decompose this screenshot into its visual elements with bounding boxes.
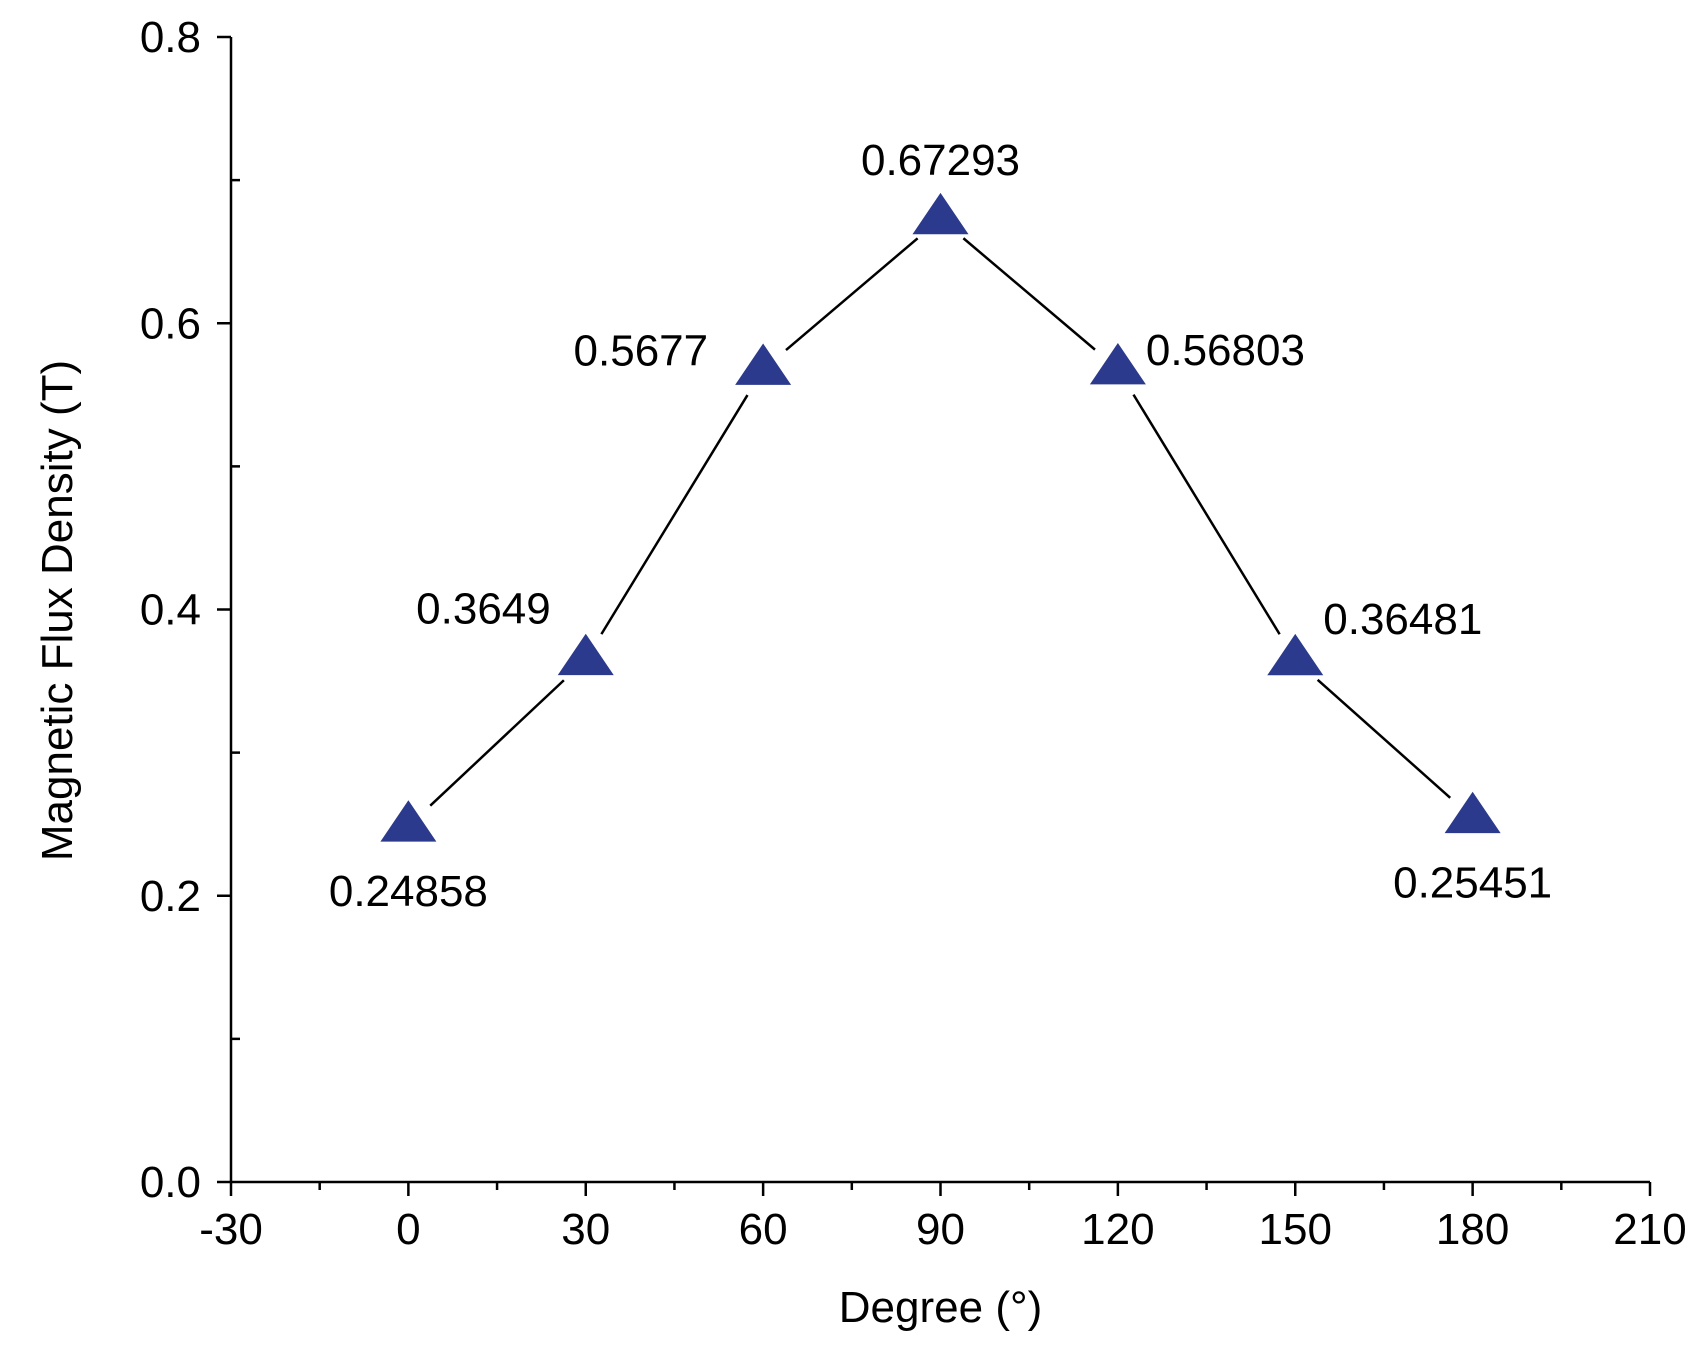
- x-axis-title: Degree (°): [839, 1283, 1042, 1332]
- x-tick-label: 150: [1259, 1205, 1332, 1254]
- triangle-marker: [1267, 633, 1324, 676]
- data-label: 0.36481: [1323, 595, 1482, 644]
- y-tick-label: 0.0: [140, 1158, 201, 1207]
- x-tick-label: 120: [1081, 1205, 1154, 1254]
- data-label-group: 0.24858 0.3649 0.5677 0.67293 0.56803 0.36481…: [329, 136, 1552, 916]
- triangle-marker: [912, 192, 969, 235]
- series-line-segment: [429, 679, 565, 807]
- data-label: 0.24858: [329, 867, 488, 916]
- y-axis-title: Magnetic Flux Density (T): [33, 360, 82, 861]
- data-label: 0.67293: [861, 136, 1020, 185]
- x-tick-label: 210: [1613, 1205, 1686, 1254]
- triangle-marker: [557, 633, 614, 676]
- data-label: 0.5677: [574, 326, 709, 375]
- x-tick-label: -30: [199, 1205, 263, 1254]
- series-line-segment: [600, 394, 749, 635]
- x-tick-label: 0: [396, 1205, 420, 1254]
- series-line-segment: [1316, 678, 1452, 799]
- x-tick-label: 90: [916, 1205, 965, 1254]
- chart-axes: -30 0 30 60 90 120 150 180 210 0.0 0.2 0.4 0.6 0.8: [140, 13, 1687, 1254]
- y-tick-label: 0.8: [140, 13, 201, 62]
- x-tick-label: 180: [1436, 1205, 1509, 1254]
- x-tick-label: 30: [561, 1205, 610, 1254]
- x-tick-label: 60: [739, 1205, 788, 1254]
- y-tick-label: 0.4: [140, 586, 201, 635]
- marker-group: [380, 192, 1501, 842]
- series-line-segment: [1132, 393, 1281, 635]
- data-label: 0.3649: [416, 585, 551, 634]
- triangle-marker: [1444, 791, 1501, 834]
- series-line-segment: [962, 237, 1096, 351]
- y-tick-label: 0.6: [140, 299, 201, 348]
- y-tick-label: 0.2: [140, 872, 201, 921]
- series-line-group: [429, 237, 1452, 807]
- data-label: 0.25451: [1393, 859, 1552, 908]
- triangle-marker: [1089, 343, 1146, 385]
- data-label: 0.56803: [1146, 326, 1305, 375]
- series-line-segment: [785, 237, 919, 352]
- triangle-marker: [735, 343, 792, 385]
- triangle-marker: [380, 800, 437, 842]
